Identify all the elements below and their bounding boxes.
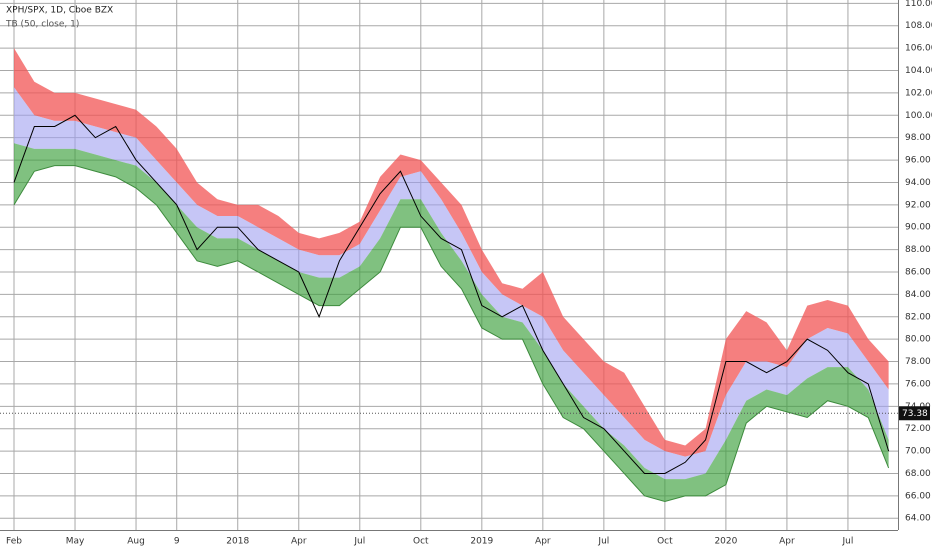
last-price-box: [899, 406, 930, 421]
y-tick-label: 96.00: [905, 156, 931, 166]
y-tick-label: 106.00: [905, 44, 932, 54]
x-tick-label: Jul: [842, 537, 854, 547]
y-tick-label: 86.00: [905, 267, 931, 277]
y-tick-label: 82.00: [905, 312, 931, 322]
y-tick-label: 80.00: [905, 335, 931, 345]
x-tick-label: Feb: [6, 537, 22, 547]
y-tick-label: 102.00: [905, 88, 932, 98]
band-edge: [13, 165, 890, 502]
x-tick-label: May: [66, 537, 85, 547]
x-tick-label: 2020: [714, 537, 737, 547]
x-tick-label: Oct: [413, 537, 429, 547]
y-tick-label: 90.00: [905, 223, 931, 233]
x-tick-label: Aug: [127, 537, 145, 547]
x-tick-label: Apr: [535, 537, 551, 547]
y-tick-label: 88.00: [905, 245, 931, 255]
chart-subtitle: TB (50, close, 1): [5, 20, 79, 30]
x-tick-label: Jul: [353, 537, 365, 547]
y-tick-label: 68.00: [905, 469, 931, 479]
y-tick-label: 66.00: [905, 491, 931, 501]
x-tick-label: 2019: [470, 537, 493, 547]
y-tick-label: 108.00: [905, 21, 932, 31]
y-tick-label: 98.00: [905, 133, 931, 143]
x-tick-label: Apr: [291, 537, 307, 547]
y-tick-label: 72.00: [905, 424, 931, 434]
y-tick-label: 92.00: [905, 200, 931, 210]
y-tick-label: 70.00: [905, 447, 931, 457]
x-tick-label: 2018: [226, 537, 249, 547]
x-tick-label: Apr: [779, 537, 795, 547]
y-tick-label: 64.00: [905, 514, 931, 524]
chart-title: XPH/SPX, 1D, Cboe BZX: [6, 6, 113, 16]
y-tick-label: 104.00: [905, 66, 932, 76]
y-tick-label: 76.00: [905, 379, 931, 389]
y-tick-label: 78.00: [905, 357, 931, 367]
y-tick-label: 94.00: [905, 178, 931, 188]
y-tick-label: 110.00: [905, 0, 932, 9]
price-line: [13, 114, 890, 474]
x-tick-label: Oct: [657, 537, 673, 547]
last-price-label: 73.38: [902, 409, 928, 419]
x-tick-label: Jul: [597, 537, 609, 547]
y-tick-label: 100.00: [905, 111, 932, 121]
y-tick-label: 84.00: [905, 290, 931, 300]
x-tick-label: 9: [174, 537, 180, 547]
